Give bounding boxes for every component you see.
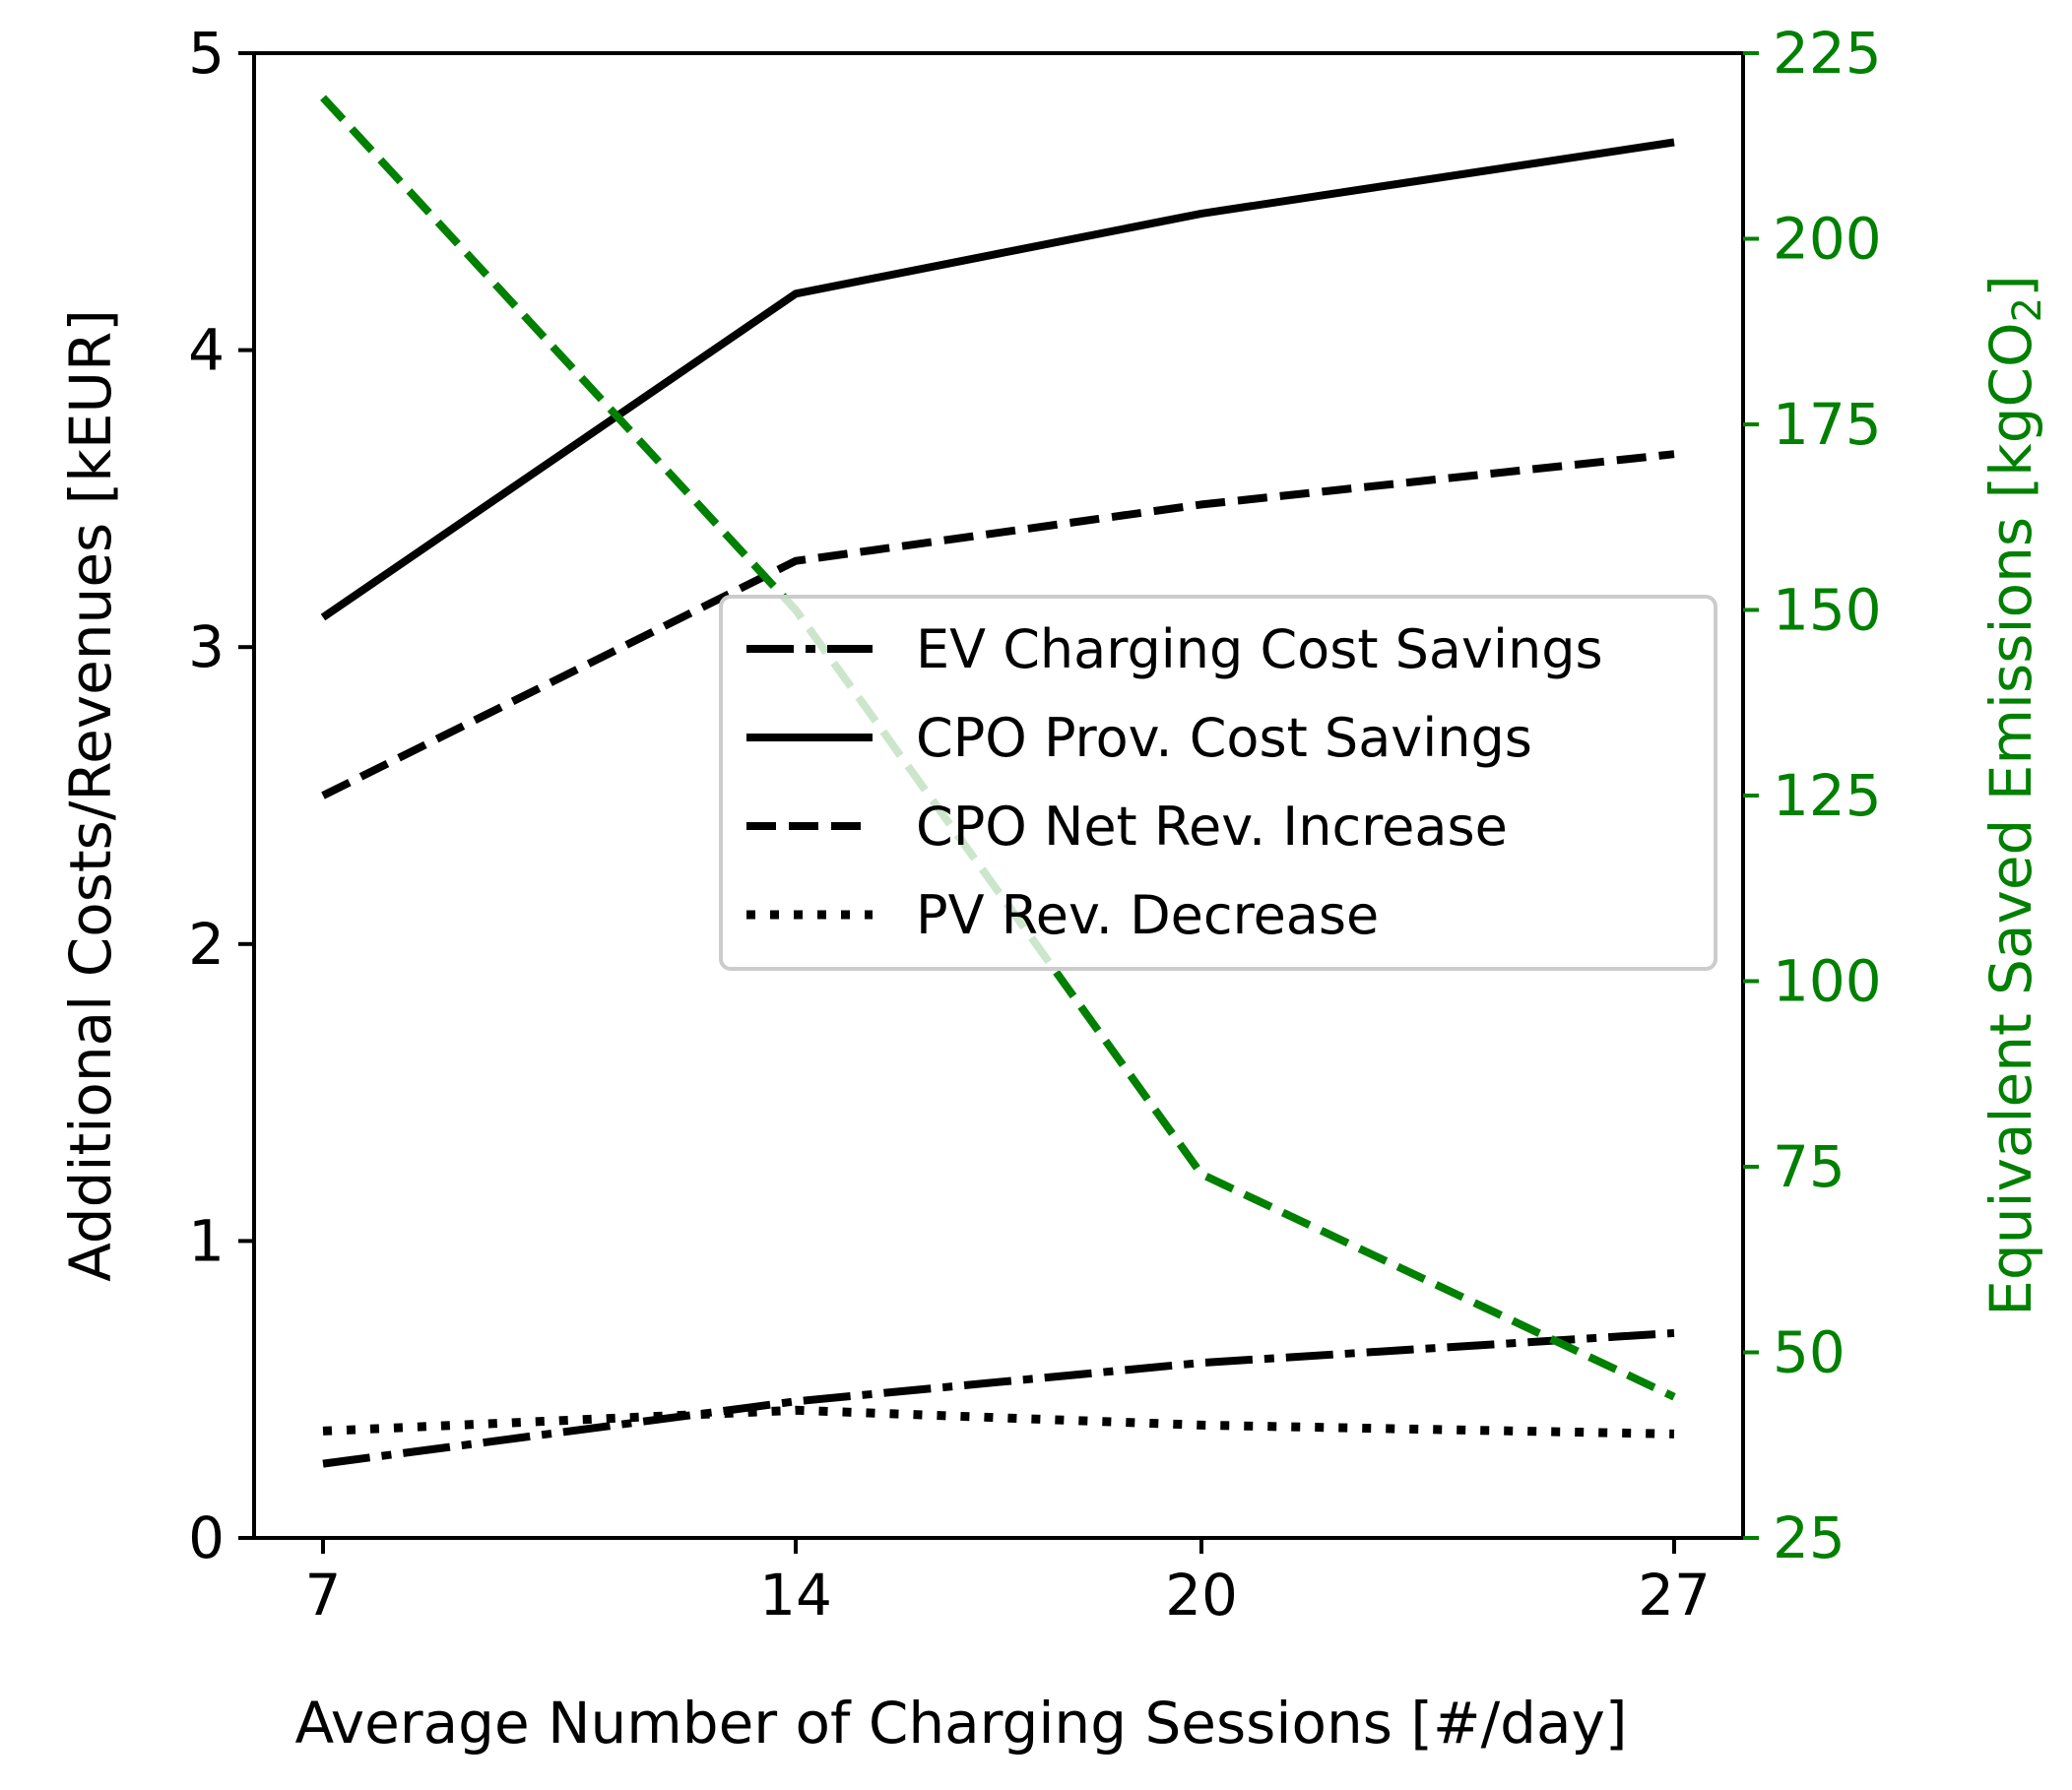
right-y-axis-title: Equivalent Saved Emissions [kgCO2]: [1977, 275, 2050, 1316]
y-tick-label: 4: [188, 317, 225, 384]
right-y-tick-label: 100: [1773, 948, 1882, 1015]
y-tick-label: 3: [188, 613, 225, 680]
series-line-pv-rev-decrease: [322, 1405, 1675, 1438]
legend-label-cpo-net-rev-increase: CPO Net Rev. Increase: [916, 796, 1508, 858]
x-tick-label: 20: [1165, 1562, 1238, 1629]
right-y-tick-label: 50: [1773, 1319, 1845, 1386]
y-tick-label: 0: [188, 1504, 225, 1571]
y-tick-label: 2: [188, 911, 225, 978]
series-line-cpo-net-rev-increase: [321, 450, 1675, 799]
x-tick-label: 14: [759, 1562, 832, 1629]
right-y-tick-label: 175: [1773, 391, 1882, 458]
series-line-ev-charging-cost-savings: [322, 1328, 1675, 1468]
right-y-tick-label: 75: [1773, 1133, 1845, 1200]
series-layer: [320, 95, 1676, 1468]
x-tick-label: 27: [1638, 1562, 1711, 1629]
y-tick-label: 1: [188, 1207, 225, 1274]
legend-box: [719, 595, 1717, 971]
legend-label-ev-charging-cost-savings: EV Charging Cost Savings: [916, 618, 1603, 680]
x-tick-label: 7: [305, 1562, 342, 1629]
series-line-cpo-prov-cost-savings: [320, 138, 1675, 621]
legend-label-cpo-prov-cost-savings: CPO Prov. Cost Savings: [916, 707, 1532, 769]
legend-entries: EV Charging Cost Savings CPO Prov. Cost S…: [746, 618, 1603, 946]
tick-layer: 7 14 20 27 0 1 2 3 4 5 25 50 75 100 125 150 175 200 225: [188, 20, 1882, 1629]
right-y-tick-label: 150: [1773, 577, 1882, 644]
right-y-tick-label: 225: [1773, 20, 1882, 87]
legend: EV Charging Cost Savings CPO Prov. Cost S…: [719, 595, 1717, 971]
y-tick-label: 5: [188, 20, 225, 87]
x-axis-title: Average Number of Charging Sessions [#/d…: [295, 1690, 1628, 1757]
right-y-tick-label: 25: [1773, 1504, 1845, 1571]
y-axis-title: Additional Costs/Revenues [kEUR]: [57, 309, 124, 1282]
legend-label-pv-rev-decrease: PV Rev. Decrease: [916, 884, 1379, 946]
right-y-tick-label: 200: [1773, 206, 1882, 273]
right-y-tick-label: 125: [1773, 762, 1882, 829]
